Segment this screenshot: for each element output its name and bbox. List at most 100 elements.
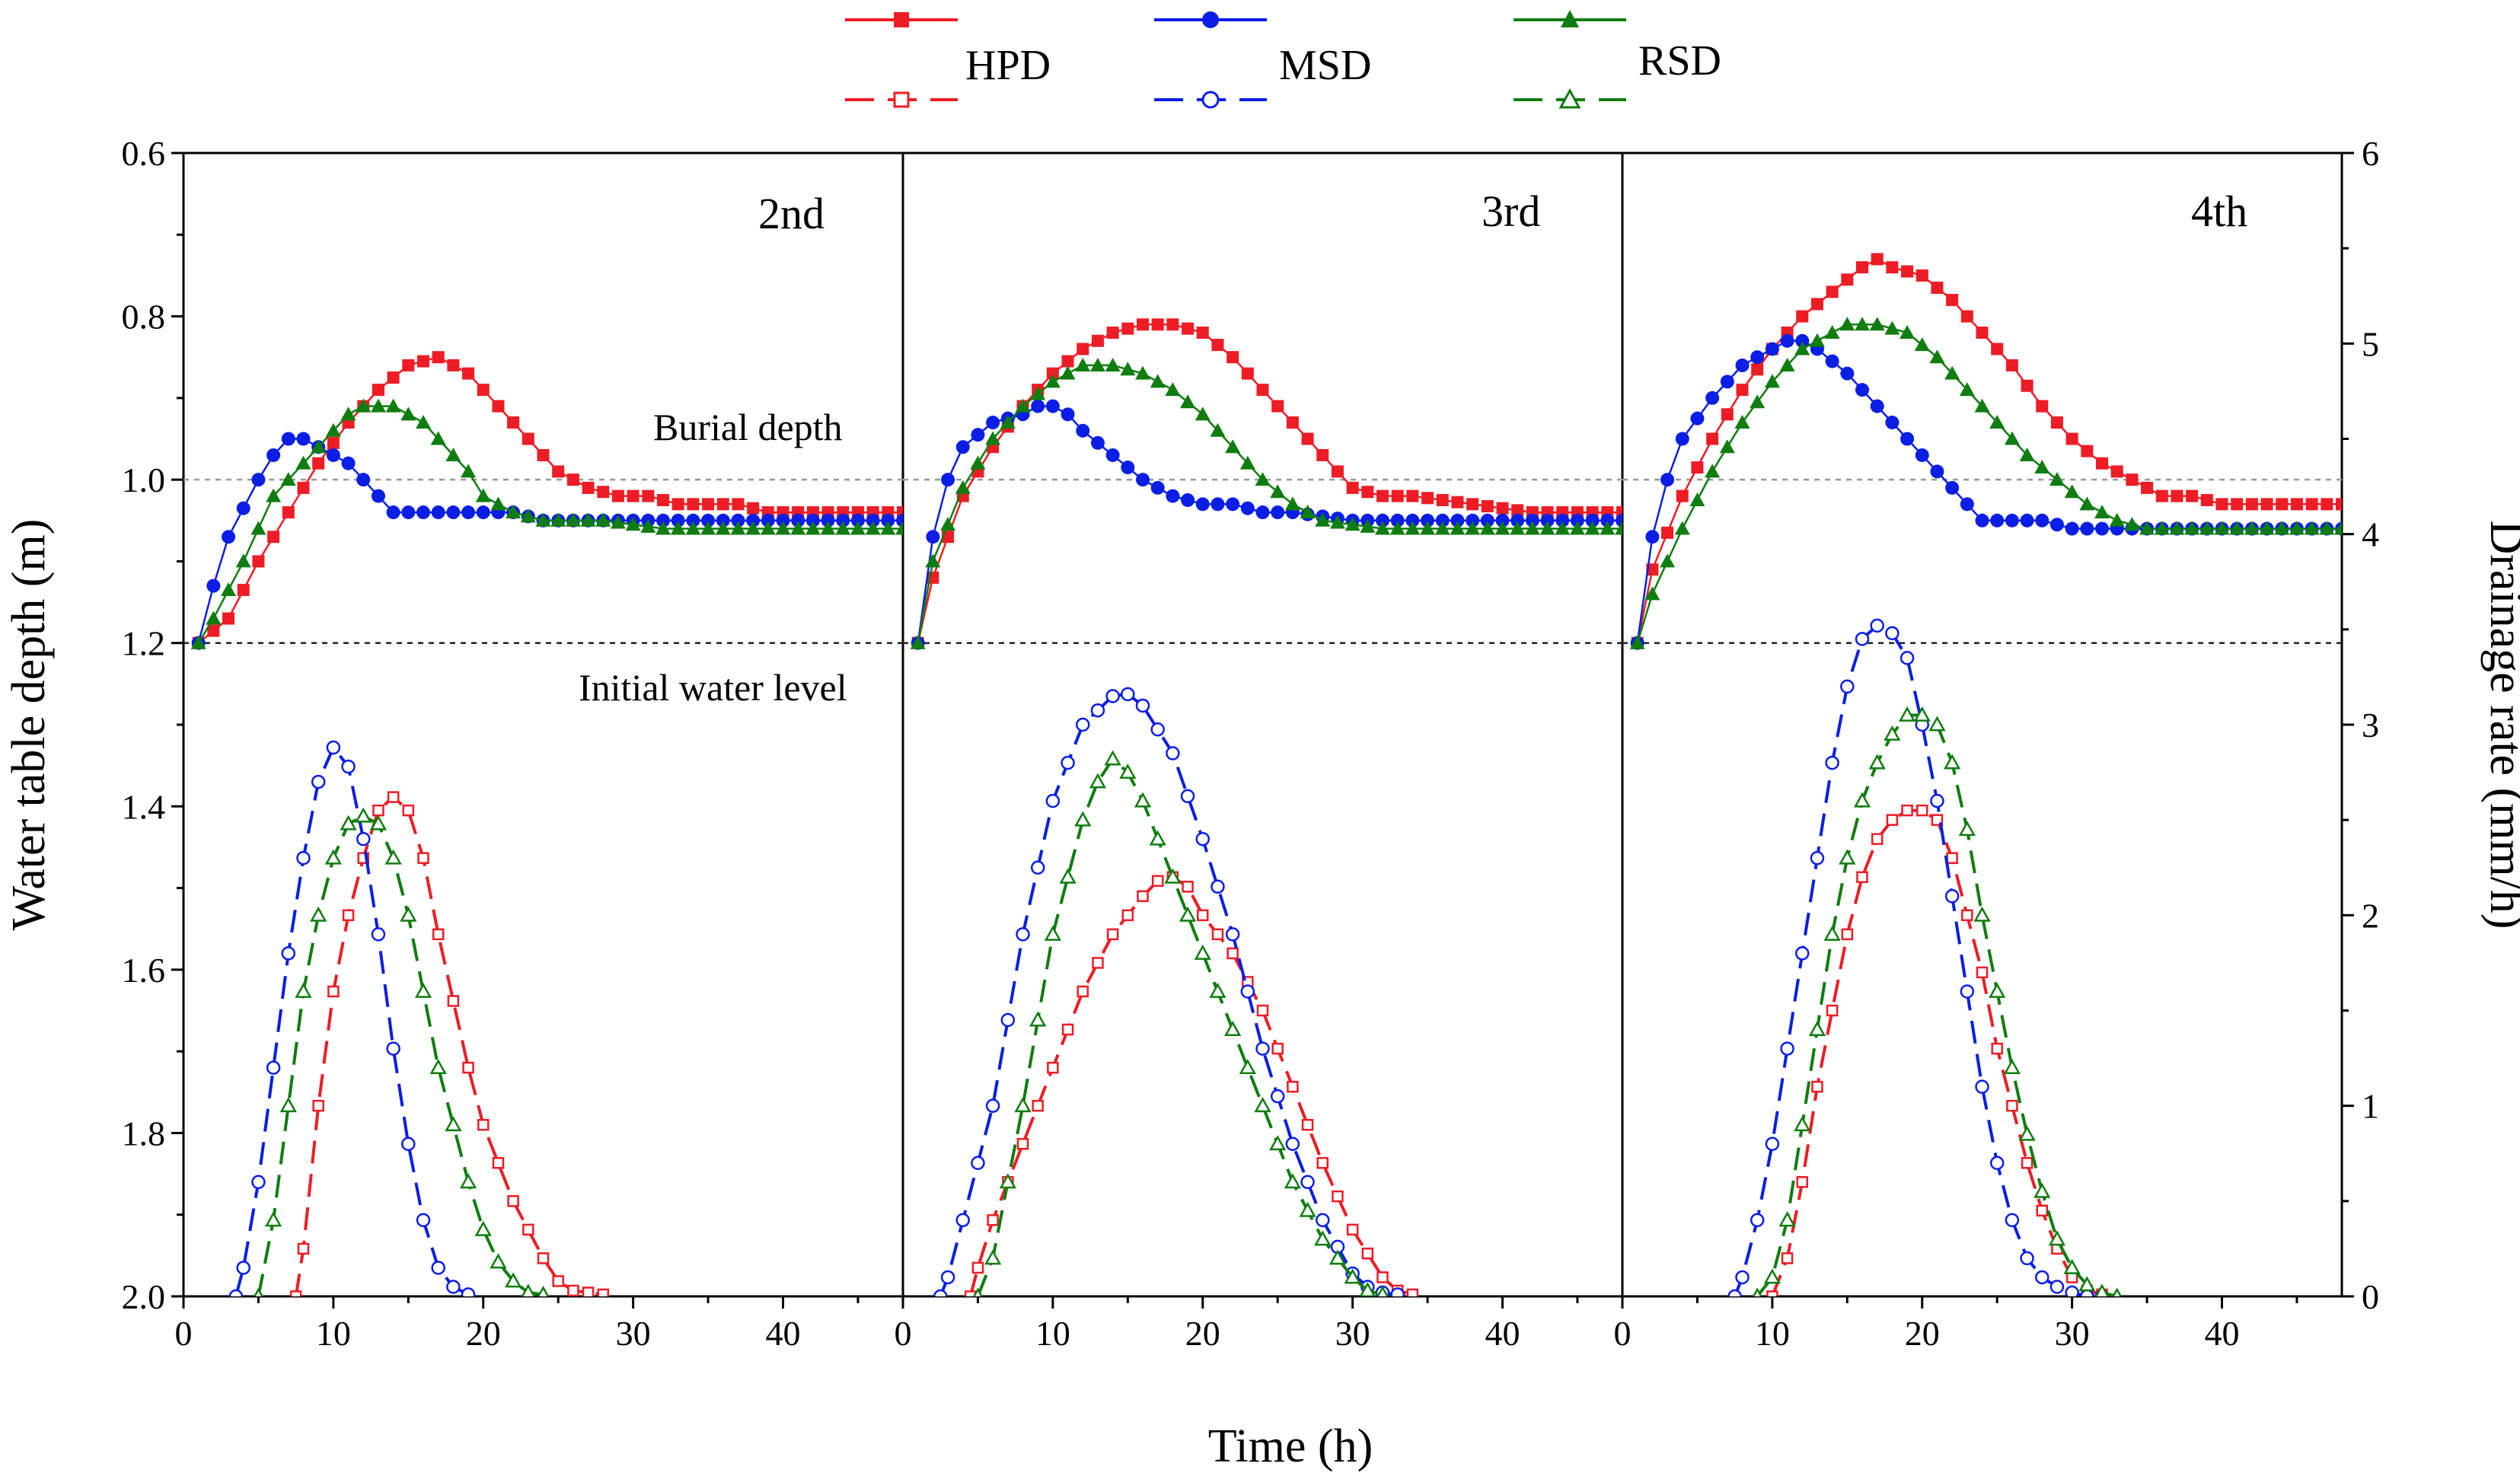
water-table-rsd-point <box>475 488 491 502</box>
water-table-hpd-point <box>1137 318 1149 331</box>
x-tick-label: 0 <box>895 1314 912 1353</box>
water-table-rsd-point <box>1855 317 1870 331</box>
legend-rsd-solid-marker <box>1561 10 1579 27</box>
water-table-rsd-point <box>2244 521 2260 535</box>
legend-msd-label: MSD <box>1279 42 1371 89</box>
water-table-hpd-point <box>522 432 534 445</box>
water-table-rsd-point <box>1794 341 1810 355</box>
water-table-rsd-point <box>2109 512 2125 527</box>
water-table-rsd-point <box>1195 406 1211 421</box>
water-table-rsd-point <box>805 521 821 535</box>
water-table-rsd-point <box>1914 337 1930 352</box>
drainage-msd-point <box>461 1287 476 1296</box>
drainage-msd-point <box>2065 1285 2079 1296</box>
drainage-msd-point <box>1300 1175 1315 1190</box>
water-table-rsd-point <box>2004 431 2020 445</box>
drainage-rsd-point <box>1989 982 2006 998</box>
drainage-msd-point <box>281 946 296 961</box>
drainage-msd-point <box>1765 1136 1780 1151</box>
water-table-rsd-point <box>2064 484 2080 499</box>
drainage-rsd-point <box>1808 1020 1826 1036</box>
water-table-rsd-point <box>1674 521 1690 535</box>
water-table-rsd-point <box>1494 521 1510 535</box>
water-table-rsd-point <box>535 512 551 527</box>
drainage-hpd-point <box>1092 957 1104 969</box>
right-tick-label: 3 <box>2362 706 2379 744</box>
water-table-msd-point <box>1090 435 1105 450</box>
water-table-hpd-point <box>552 465 565 478</box>
drainage-rsd-point <box>2048 1230 2066 1246</box>
water-table-rsd-line <box>1636 324 2342 644</box>
drainage-msd-line <box>939 692 1398 1296</box>
water-table-rsd-point <box>1255 472 1271 486</box>
x-tick-label: 0 <box>1614 1314 1632 1353</box>
legend-msd-solid-marker <box>1202 11 1219 28</box>
water-table-hpd-point <box>297 481 310 494</box>
water-table-rsd-point <box>1539 521 1555 535</box>
drainage-hpd-point <box>1121 909 1134 922</box>
drainage-rsd-point <box>355 807 372 823</box>
water-table-hpd-point <box>1166 318 1179 331</box>
water-table-msd-point <box>1240 501 1255 515</box>
drainage-hpd-point <box>1361 1247 1374 1260</box>
legend: HPD MSD RSD <box>845 10 1721 109</box>
water-table-rsd-point <box>1105 357 1121 371</box>
water-table-hpd-point <box>1676 489 1689 502</box>
water-table-rsd-point <box>2199 521 2215 535</box>
water-table-msd-point <box>1570 513 1584 528</box>
drainage-hpd-point <box>1946 852 1958 864</box>
drainage-rsd-point <box>2034 1182 2051 1198</box>
water-table-hpd-point <box>2260 498 2273 511</box>
drainage-msd-point <box>1076 717 1090 732</box>
water-table-msd-point <box>2020 513 2034 528</box>
drainage-rsd-line <box>976 757 1383 1296</box>
drainage-msd-point <box>1900 651 1915 665</box>
drainage-hpd-point <box>1061 1023 1074 1036</box>
water-table-msd-point <box>1780 333 1794 348</box>
water-table-hpd-point <box>657 493 669 506</box>
water-table-hpd-point <box>1976 327 1989 340</box>
x-axis-title: Time (h) <box>1208 1420 1373 1472</box>
water-table-msd-point <box>1510 513 1525 528</box>
water-table-rsd-point <box>206 610 222 625</box>
drainage-msd-point <box>341 759 356 774</box>
drainage-rsd-point <box>490 1253 507 1269</box>
water-table-rsd-point <box>221 582 237 596</box>
drainage-rsd-point <box>1224 1020 1242 1036</box>
water-table-rsd-point <box>1824 325 1840 340</box>
drainage-msd-point <box>236 1261 250 1275</box>
water-table-rsd-point <box>1420 521 1436 535</box>
drainage-msd-point <box>296 850 311 866</box>
water-table-msd-point <box>1840 366 1855 381</box>
water-table-rsd-point <box>1479 521 1495 535</box>
water-table-msd-point <box>1150 480 1165 495</box>
drainage-hpd-point <box>507 1195 519 1207</box>
water-table-msd-point <box>1271 505 1285 520</box>
water-table-hpd-point <box>2021 379 2034 392</box>
water-table-msd-point <box>1376 513 1389 528</box>
drainage-msd-point <box>371 927 386 942</box>
drainage-rsd-point <box>1074 811 1092 827</box>
drainage-hpd-point <box>327 985 340 998</box>
drainage-rsd-point <box>2063 1258 2081 1274</box>
water-table-rsd-point <box>1060 365 1076 380</box>
left-tick-label: 1.2 <box>122 624 166 663</box>
water-table-rsd-point <box>865 521 881 535</box>
water-table-rsd-point <box>250 521 266 535</box>
water-table-hpd-point <box>1331 465 1344 478</box>
series-layer <box>190 253 2342 1296</box>
left-tick-label: 1.8 <box>122 1114 166 1152</box>
water-table-hpd-point <box>402 359 415 371</box>
drainage-rsd-point <box>2112 1287 2123 1296</box>
water-table-hpd-point <box>2126 473 2139 486</box>
drainage-rsd-point <box>2094 1283 2110 1296</box>
water-table-msd-point <box>1930 464 1944 479</box>
drainage-rsd-point <box>537 1285 550 1296</box>
water-table-hpd-point <box>1061 355 1074 368</box>
water-table-hpd-point <box>2050 416 2063 429</box>
water-table-rsd-point <box>1764 374 1780 388</box>
drainage-hpd-point <box>1271 1042 1284 1055</box>
drainage-hpd-point <box>477 1118 490 1131</box>
panel-4th-series <box>1629 253 2342 1296</box>
water-table-hpd-point <box>2005 359 2018 371</box>
